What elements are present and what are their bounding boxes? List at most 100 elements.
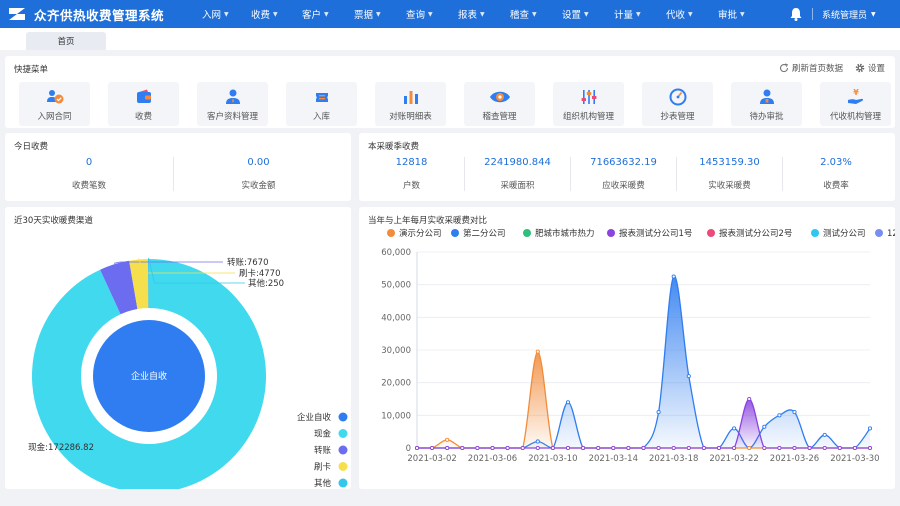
menu-item-label: 审批 xyxy=(718,10,738,21)
series-point-2-24[interactable] xyxy=(777,445,782,451)
gear-icon[interactable] xyxy=(855,63,865,73)
sliders-icon xyxy=(579,87,599,107)
series-point-2-4[interactable] xyxy=(475,445,480,451)
bell-icon[interactable] xyxy=(788,6,804,22)
settings-button[interactable]: 设置 xyxy=(867,64,885,74)
refresh-icon[interactable] xyxy=(779,63,789,73)
series-point-2-25[interactable] xyxy=(792,445,797,451)
series-point-0-2[interactable] xyxy=(445,437,450,442)
pie-legend-swatch-1[interactable] xyxy=(338,429,348,438)
series-point-2-22[interactable] xyxy=(747,396,752,402)
pie-slice-1[interactable] xyxy=(32,259,266,489)
quick-item-0[interactable]: 入网合同 xyxy=(19,82,90,126)
series-line-1[interactable] xyxy=(417,275,871,449)
series-point-2-2[interactable] xyxy=(445,445,450,451)
series-point-2-17[interactable] xyxy=(671,445,676,451)
pie-legend-swatch-4[interactable] xyxy=(338,478,348,488)
series-point-0-8[interactable] xyxy=(535,349,540,354)
series-point-2-12[interactable] xyxy=(596,445,601,451)
quick-item-6[interactable]: 组织机构管理 xyxy=(553,82,624,126)
quick-item-2[interactable]: 客户资料管理 xyxy=(197,82,268,126)
series-point-2-19[interactable] xyxy=(701,445,706,451)
top-bar: 众齐供热收费管理系统 入网 ▼ 收费 ▼ 客户 ▼ 票据 ▼ 查询 ▼ 报表 ▼ 稽查 ▼ 设置 ▼ 计量 ▼ 代收… xyxy=(0,0,900,28)
series-point-2-21[interactable] xyxy=(732,445,737,451)
series-point-2-5[interactable] xyxy=(490,445,495,451)
menu-item-10[interactable]: 审批 ▼ xyxy=(718,0,758,28)
quick-item-5[interactable]: 稽查管理 xyxy=(464,82,535,126)
series-point-0-22[interactable] xyxy=(747,445,752,451)
series-point-1-27[interactable] xyxy=(822,432,827,437)
line-legend-swatch-3[interactable] xyxy=(607,229,615,237)
quick-item-9[interactable]: ¥ 代收机构管理 xyxy=(820,82,891,126)
series-point-1-18[interactable] xyxy=(686,374,691,379)
series-point-1-8[interactable] xyxy=(535,439,540,444)
menu-item-8[interactable]: 计量 ▼ xyxy=(614,0,666,28)
menu-item-9[interactable]: 代收 ▼ xyxy=(666,0,718,28)
quick-item-1[interactable]: 收费 xyxy=(108,82,179,126)
pie-legend-swatch-0[interactable] xyxy=(338,412,348,422)
series-point-1-30[interactable] xyxy=(867,426,873,431)
pie-slice-2[interactable] xyxy=(100,260,138,315)
tab-home[interactable]: 首页 xyxy=(26,32,106,50)
series-point-2-11[interactable] xyxy=(581,445,586,451)
pie-label-line-4 xyxy=(148,257,245,284)
series-point-2-23[interactable] xyxy=(762,445,767,451)
series-point-1-16[interactable] xyxy=(656,410,661,415)
series-point-2-26[interactable] xyxy=(807,445,812,451)
series-point-1-25[interactable] xyxy=(792,410,797,415)
series-point-2-20[interactable] xyxy=(716,445,722,451)
line-legend-swatch-2[interactable] xyxy=(523,229,531,237)
menu-item-3[interactable]: 票据 ▼ xyxy=(354,0,406,28)
series-point-2-16[interactable] xyxy=(656,445,661,451)
menu-item-6[interactable]: 稽查 ▼ xyxy=(510,0,562,28)
menu-item-0[interactable]: 入网 ▼ xyxy=(202,0,251,28)
x-tick-label-7: 2021-03-30 xyxy=(830,454,879,464)
menu-item-7[interactable]: 设置 ▼ xyxy=(562,0,614,28)
series-point-2-1[interactable] xyxy=(430,445,435,451)
series-point-2-10[interactable] xyxy=(565,445,571,451)
series-point-2-0[interactable] xyxy=(414,445,420,451)
line-legend-swatch-6[interactable] xyxy=(875,229,883,237)
menu-item-4[interactable]: 查询 ▼ xyxy=(406,0,458,28)
user-menu[interactable]: 系统管理员 ▼ xyxy=(822,0,876,28)
chevron-down-icon: ▼ xyxy=(636,10,641,18)
series-point-2-7[interactable] xyxy=(520,445,525,451)
line-legend-swatch-5[interactable] xyxy=(811,229,819,237)
refresh-button[interactable]: 刷新首页数据 xyxy=(791,64,843,74)
pie-slice-4[interactable] xyxy=(148,259,149,309)
series-point-2-9[interactable] xyxy=(550,445,555,451)
series-point-2-14[interactable] xyxy=(626,445,631,451)
menu-item-2[interactable]: 客户 ▼ xyxy=(302,0,354,28)
series-point-2-8[interactable] xyxy=(535,445,540,451)
menu-item-5[interactable]: 报表 ▼ xyxy=(458,0,510,28)
pie-legend-swatch-3[interactable] xyxy=(338,462,348,471)
quick-item-7[interactable]: 抄表管理 xyxy=(642,82,713,126)
series-point-1-17[interactable] xyxy=(671,274,676,279)
series-point-1-21[interactable] xyxy=(732,426,737,431)
quick-item-4[interactable]: 对账明细表 xyxy=(375,82,446,126)
line-legend-swatch-0[interactable] xyxy=(387,229,395,237)
stat-value: 1453159.30 xyxy=(699,157,760,168)
series-point-2-3[interactable] xyxy=(460,445,465,451)
series-point-2-29[interactable] xyxy=(852,445,857,451)
eye-icon xyxy=(489,87,511,107)
series-point-2-18[interactable] xyxy=(686,445,691,451)
series-point-2-6[interactable] xyxy=(505,445,510,451)
series-point-1-23[interactable] xyxy=(762,424,767,429)
series-point-1-24[interactable] xyxy=(777,413,782,418)
series-point-2-27[interactable] xyxy=(822,445,827,451)
series-point-2-28[interactable] xyxy=(837,445,842,451)
series-point-1-10[interactable] xyxy=(565,400,571,405)
quick-item-label: 待办审批 xyxy=(749,111,784,122)
series-point-2-15[interactable] xyxy=(641,445,646,451)
line-legend-swatch-4[interactable] xyxy=(707,229,715,237)
line-legend-swatch-1[interactable] xyxy=(451,229,459,237)
app-title: 众齐供热收费管理系统 xyxy=(34,7,165,23)
quick-item-8[interactable]: 待办审批 xyxy=(731,82,802,126)
line-title: 当年与上年每月实收采暖费对比 xyxy=(368,216,488,226)
quick-item-3[interactable]: 入库 xyxy=(286,82,357,126)
menu-item-1[interactable]: 收费 ▼ xyxy=(251,0,302,28)
series-point-2-30[interactable] xyxy=(867,445,873,451)
pie-legend-swatch-2[interactable] xyxy=(338,445,348,455)
series-point-2-13[interactable] xyxy=(611,445,616,451)
